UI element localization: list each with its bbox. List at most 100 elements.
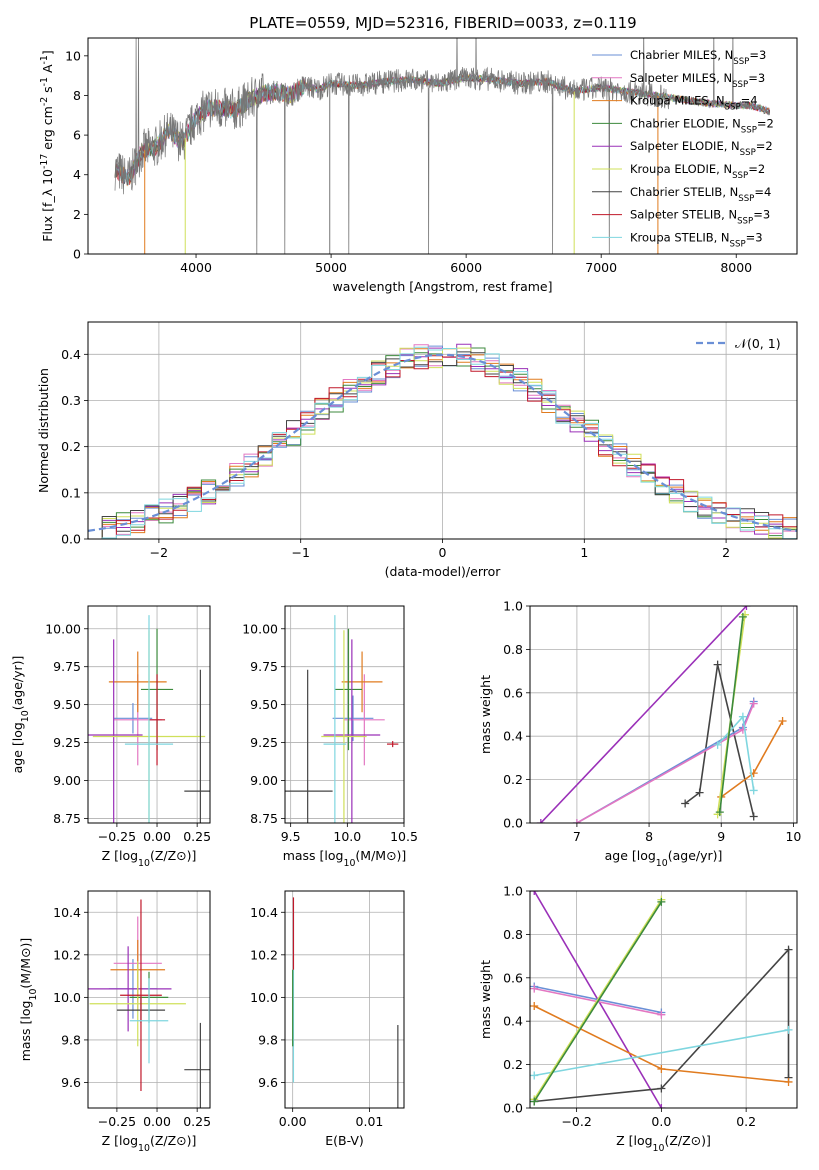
error-bar-point	[184, 669, 210, 823]
x-tick-label: 0.25	[183, 1114, 211, 1129]
y-tick-label: 10.4	[250, 905, 278, 920]
mass-weight-line	[576, 701, 755, 823]
x-tick-label: 7	[573, 829, 581, 844]
mass-weight-marker	[742, 606, 751, 610]
x-tick-label: 4000	[180, 260, 212, 275]
y-tick-label: 9.25	[53, 735, 81, 750]
y-tick-label: 1.0	[503, 599, 523, 614]
y-tick-label: 10.4	[53, 905, 81, 920]
mass-weight-marker	[657, 1064, 666, 1073]
mass-weight-marker	[657, 1010, 666, 1019]
mass-weight-marker	[713, 660, 722, 669]
axes-weight-vs-Z: −0.2 0.0 0.2 0.0 0.2 0.4 0.6 0.8 1.0 Z [log10(Z/Z…	[478, 884, 798, 1154]
plot-area-weight-vs-age	[536, 606, 787, 823]
mass-weight-marker	[749, 812, 758, 821]
x-tick-label: −0.2	[561, 1114, 591, 1129]
mass-weight-marker	[784, 1025, 793, 1034]
error-bar-point	[149, 674, 166, 766]
error-bar-point	[88, 639, 143, 823]
mass-weight-marker	[778, 717, 787, 726]
y-tick-label: 0.4	[503, 729, 523, 744]
error-bar-point	[124, 615, 174, 823]
legend-label: Kroupa ELODIE, NSSP​=2	[630, 162, 765, 181]
y-tick-label: 9.6	[258, 1075, 278, 1090]
axes-age-vs-Z: −0.25 0.00 0.25 8.75 9.00 9.25 9.50 9.75 10.00 Z …	[10, 605, 211, 869]
normal-reference-curve	[88, 353, 797, 532]
y-tick-label: 0.8	[503, 927, 523, 942]
axes-mass-vs-ebv: 0.00 0.01 9.6 9.8 10.0 10.2 10.4 E(B-V)	[250, 890, 405, 1148]
mass-weight-marker	[738, 712, 747, 721]
y-tick-label: 0.1	[61, 485, 81, 500]
y-tick-label: 9.50	[53, 697, 81, 712]
legend-label: 𝒩(0, 1)	[735, 336, 781, 351]
y-tick-label: 10.2	[53, 947, 81, 962]
x-axis-label: E(B-V)	[325, 1133, 364, 1148]
y-tick-label: 8	[73, 88, 81, 103]
plot-area-age-vs-Z	[88, 615, 210, 823]
spectrum-title: PLATE=0559, MJD=52316, FIBERID=0033, z=0…	[249, 14, 636, 32]
x-axis-label: wavelength [Angstrom, rest frame]	[332, 279, 552, 294]
mass-weight-line	[534, 947, 790, 1103]
x-axis-label: age [log10(age/yr)]	[605, 848, 723, 869]
axes-frame	[284, 605, 405, 824]
error-bar-point	[343, 674, 385, 766]
y-tick-label: 10.2	[250, 947, 278, 962]
error-bar-point	[341, 651, 383, 713]
axes-frame	[87, 37, 798, 255]
legend-label: Chabrier MILES, NSSP​=3	[630, 48, 766, 67]
x-tick-label: 0.25	[183, 829, 211, 844]
y-tick-label: 0.6	[503, 970, 523, 985]
error-bar-point	[323, 639, 381, 823]
x-tick-label: 6000	[450, 260, 482, 275]
x-axis-label: Z [log10(Z/Z⊙)]	[102, 1133, 197, 1154]
x-axis-label: Z [log10(Z/Z⊙)]	[616, 1133, 711, 1154]
y-tick-label: 9.00	[53, 773, 81, 788]
y-axis-label: mass [log10(M/M⊙)]	[18, 938, 39, 1062]
y-tick-label: 0.6	[503, 685, 523, 700]
y-tick-label: 0.2	[503, 772, 523, 787]
x-tick-label: 10.0	[333, 829, 361, 844]
x-tick-label: 0	[439, 545, 447, 560]
mass-weight-marker	[749, 786, 758, 795]
axes-residuals: −2 −1 0 1 2 0.0 0.1 0.2 0.3 0.4 (data-model)/error…	[36, 321, 798, 579]
x-tick-label: 10	[785, 829, 801, 844]
legend-label: Kroupa MILES, NSSP​=4	[630, 94, 758, 113]
mass-weight-line	[720, 720, 784, 798]
y-tick-label: 0.2	[503, 1057, 523, 1072]
mass-weight-line	[534, 1029, 789, 1077]
axes-frame	[529, 890, 798, 1109]
y-tick-label: 0	[73, 247, 81, 262]
mass-weight-line	[576, 703, 755, 823]
observed-spectrum-line	[114, 38, 771, 254]
residual-histogram	[88, 347, 797, 539]
error-bar-point	[184, 1022, 210, 1108]
x-tick-label: 2	[722, 545, 730, 560]
x-tick-label: −2	[150, 545, 168, 560]
error-bar-point	[321, 630, 367, 823]
mass-weight-marker	[695, 788, 704, 797]
y-tick-label: 10.00	[45, 621, 81, 636]
x-tick-label: 0.2	[736, 1114, 756, 1129]
error-bar-point	[89, 961, 186, 1047]
axes-frame	[87, 890, 211, 1109]
plot-area-weight-vs-Z	[530, 891, 793, 1108]
error-bar-point	[113, 703, 153, 734]
x-tick-label: 8000	[720, 260, 752, 275]
error-bar-point	[332, 695, 374, 742]
axes-age-vs-mass: 9.5 10.0 10.5 8.75 9.00 9.25 9.50 9.75 10.00 mass…	[242, 605, 418, 869]
y-tick-label: 0.0	[61, 532, 81, 547]
y-tick-label: 0.2	[61, 439, 81, 454]
y-tick-label: 2	[73, 207, 81, 222]
mass-weight-marker	[530, 984, 539, 993]
mass-weight-marker	[784, 945, 793, 954]
y-tick-label: 1.0	[503, 884, 523, 899]
mass-weight-marker	[657, 1084, 666, 1093]
legend-label: Salpeter STELIB, NSSP​=3	[630, 208, 770, 227]
y-tick-label: 0.0	[503, 1101, 523, 1116]
x-tick-label: 0.00	[279, 1114, 307, 1129]
y-tick-label: 0.4	[61, 347, 81, 362]
y-tick-label: 8.75	[250, 811, 278, 826]
mass-weight-marker	[681, 799, 690, 808]
axes-frame	[529, 605, 798, 824]
legend-label: Salpeter ELODIE, NSSP​=2	[630, 139, 773, 158]
